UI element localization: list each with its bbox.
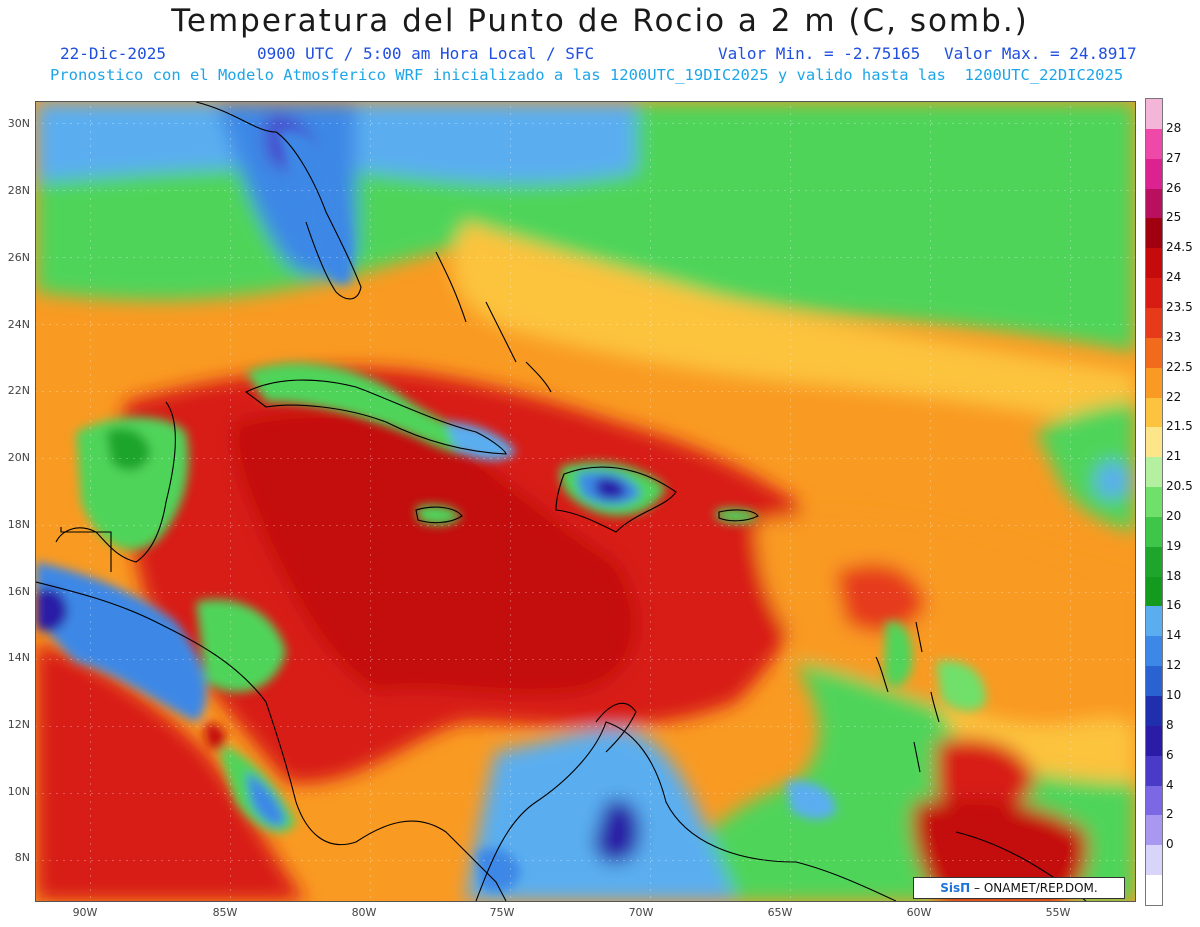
colorbar-swatch [1146, 307, 1162, 339]
florida-coast [195, 102, 362, 300]
colorbar-label: 20 [1166, 508, 1182, 523]
lat-label: 12N [7, 718, 30, 731]
colorbar-label: 2 [1166, 807, 1174, 822]
venezuela-gulf [595, 702, 637, 753]
colorbar-label: 24.5 [1166, 240, 1193, 255]
lat-label: 14N [7, 651, 30, 664]
colorbar-swatch [1146, 427, 1162, 458]
min-value: Valor Min. = -2.75165 [718, 44, 921, 63]
colorbar-swatch [1146, 337, 1162, 369]
model-description: Pronostico con el Modelo Atmosferico WRF… [50, 66, 1124, 84]
colorbar-swatch [1146, 755, 1162, 787]
colorbar-swatch [1146, 636, 1162, 667]
colorbar-label: 25 [1166, 210, 1182, 225]
dewpoint-map[interactable] [35, 101, 1136, 902]
sistpi-logo: SisΠ [940, 881, 971, 895]
lon-label: 65W [767, 906, 793, 919]
colorbar-label: 21 [1166, 449, 1182, 464]
lon-label: 85W [212, 906, 238, 919]
colorbar-swatch [1146, 218, 1162, 249]
colorbar-swatch [1146, 397, 1162, 428]
colorbar-swatch [1146, 785, 1162, 816]
colorbar-label: 24 [1166, 270, 1182, 285]
colorbar-label: 19 [1166, 538, 1182, 553]
lat-label: 18N [7, 518, 30, 531]
colorbar-label: 8 [1166, 717, 1174, 732]
lon-label: 55W [1045, 906, 1071, 919]
colorbar-swatch [1146, 99, 1162, 130]
colorbar-label: 26 [1166, 180, 1182, 195]
colorbar-label: 21.5 [1166, 419, 1193, 434]
colorbar-swatch [1146, 875, 1162, 906]
colorbar-swatch [1146, 188, 1162, 219]
puerto-rico-coast [718, 509, 759, 522]
colorbar-label: 27 [1166, 150, 1182, 165]
colorbar-swatch [1146, 278, 1162, 309]
cuba-coast [244, 379, 507, 455]
colorbar-swatch [1146, 128, 1162, 160]
lat-label: 20N [7, 451, 30, 464]
colorbar-swatch [1146, 725, 1162, 757]
colorbar-swatch [1146, 158, 1162, 190]
colorbar-label: 23.5 [1166, 299, 1193, 314]
coastlines [36, 102, 1087, 901]
colorbar-swatch [1146, 696, 1162, 727]
south-america-coast [475, 721, 897, 901]
hispaniola-coast [555, 466, 677, 533]
colorbar-swatch [1146, 666, 1162, 697]
lat-label: 10N [7, 785, 30, 798]
colorbar-label: 22 [1166, 389, 1182, 404]
lat-label: 8N [14, 851, 30, 864]
colorbar-label: 28 [1166, 120, 1182, 135]
colorbar-swatch [1146, 248, 1162, 279]
colorbar-swatch [1146, 576, 1162, 607]
colorbar-label: 14 [1166, 628, 1182, 643]
colorbar-label: 22.5 [1166, 359, 1193, 374]
map-title: Temperatura del Punto de Rocio a 2 m (C,… [171, 3, 1029, 39]
colorbar-swatch [1146, 845, 1162, 876]
yucatan-coast [55, 401, 177, 572]
colorbar-label: 18 [1166, 568, 1182, 583]
max-value: Valor Max. = 24.8917 [944, 44, 1137, 63]
lon-label: 75W [489, 906, 515, 919]
colorbar-label: 20.5 [1166, 479, 1193, 494]
colorbar-swatch [1146, 487, 1162, 518]
map-canvas [36, 102, 1135, 901]
lon-label: 70W [628, 906, 654, 919]
credit-box: SisΠ – ONAMET/REP.DOM. [913, 877, 1125, 899]
central-america-coast [36, 581, 507, 901]
colorbar-swatch [1146, 516, 1162, 548]
bahamas-islands [435, 251, 552, 393]
forecast-date: 22-Dic-2025 [60, 44, 166, 63]
colorbar-swatch [1146, 546, 1162, 578]
colorbar [1145, 98, 1163, 906]
credit-text: – ONAMET/REP.DOM. [970, 881, 1098, 895]
forecast-time: 0900 UTC / 5:00 am Hora Local / SFC [257, 44, 595, 63]
colorbar-label: 4 [1166, 777, 1174, 792]
lat-label: 24N [7, 318, 30, 331]
colorbar-label: 10 [1166, 688, 1182, 703]
lat-label: 30N [7, 117, 30, 130]
colorbar-label: 6 [1166, 747, 1174, 762]
colorbar-label: 12 [1166, 658, 1182, 673]
lat-label: 22N [7, 384, 30, 397]
lat-label: 26N [7, 251, 30, 264]
colorbar-label: 16 [1166, 598, 1182, 613]
lon-label: 80W [351, 906, 377, 919]
colorbar-swatch [1146, 815, 1162, 846]
colorbar-swatch [1146, 367, 1162, 398]
colorbar-swatch [1146, 457, 1162, 488]
jamaica-coast [415, 506, 463, 524]
colorbar-label: 23 [1166, 329, 1182, 344]
lon-label: 90W [72, 906, 98, 919]
colorbar-swatch [1146, 606, 1162, 637]
lesser-antilles [875, 621, 940, 773]
lat-label: 16N [7, 585, 30, 598]
lon-label: 60W [906, 906, 932, 919]
lat-label: 28N [7, 184, 30, 197]
lat-lon-grid [36, 102, 1135, 901]
colorbar-label: 0 [1166, 837, 1174, 852]
